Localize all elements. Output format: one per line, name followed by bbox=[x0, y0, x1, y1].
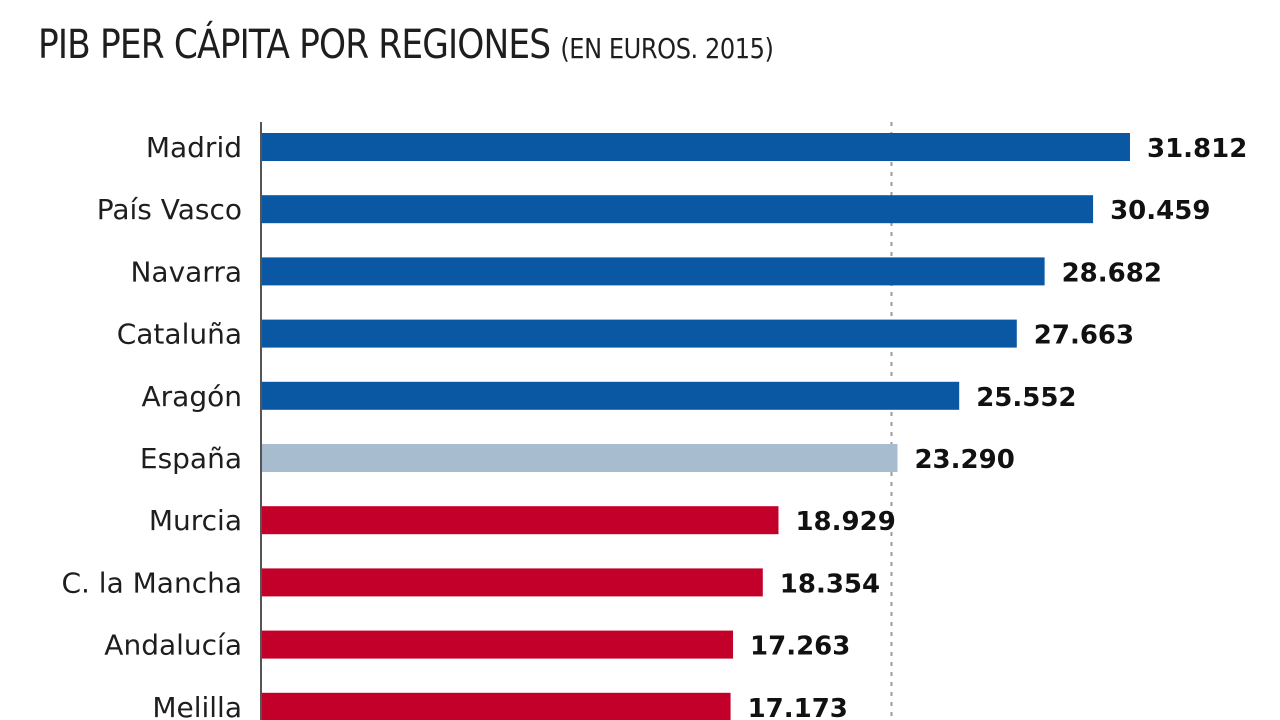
value-label: 18.929 bbox=[795, 507, 895, 537]
bar bbox=[262, 568, 763, 597]
category-label: Andalucía bbox=[104, 629, 242, 662]
value-label: 30.459 bbox=[1110, 196, 1210, 226]
bar bbox=[262, 133, 1130, 161]
value-label: 28.682 bbox=[1062, 258, 1162, 288]
value-label: 23.290 bbox=[914, 445, 1014, 475]
value-label: 18.354 bbox=[780, 569, 880, 599]
bar bbox=[262, 692, 731, 720]
category-label: Melilla bbox=[152, 691, 242, 720]
value-label: 17.263 bbox=[750, 632, 850, 662]
value-label: 17.173 bbox=[748, 694, 848, 720]
category-label: España bbox=[140, 442, 242, 475]
category-label: Cataluña bbox=[117, 318, 242, 351]
category-label: Murcia bbox=[149, 504, 242, 537]
bar bbox=[262, 257, 1045, 286]
bar bbox=[262, 506, 779, 535]
chart-title: PIB PER CÁPITA POR REGIONES (EN EUROS. 2… bbox=[38, 22, 774, 68]
value-label: 25.552 bbox=[976, 383, 1076, 413]
category-label: País Vasco bbox=[97, 193, 242, 226]
category-label: C. la Mancha bbox=[61, 566, 242, 599]
chart-subtitle: (EN EUROS. 2015) bbox=[560, 32, 774, 65]
value-label: 27.663 bbox=[1034, 321, 1134, 351]
value-label: 31.812 bbox=[1147, 134, 1247, 164]
bar bbox=[262, 630, 734, 659]
category-label: Madrid bbox=[146, 131, 242, 164]
category-label: Aragón bbox=[142, 380, 242, 413]
bar bbox=[262, 195, 1094, 224]
chart-title-main: PIB PER CÁPITA POR REGIONES bbox=[38, 22, 551, 68]
bar bbox=[262, 381, 960, 410]
bar bbox=[262, 444, 898, 472]
category-label: Navarra bbox=[130, 255, 242, 288]
bar bbox=[262, 319, 1017, 348]
